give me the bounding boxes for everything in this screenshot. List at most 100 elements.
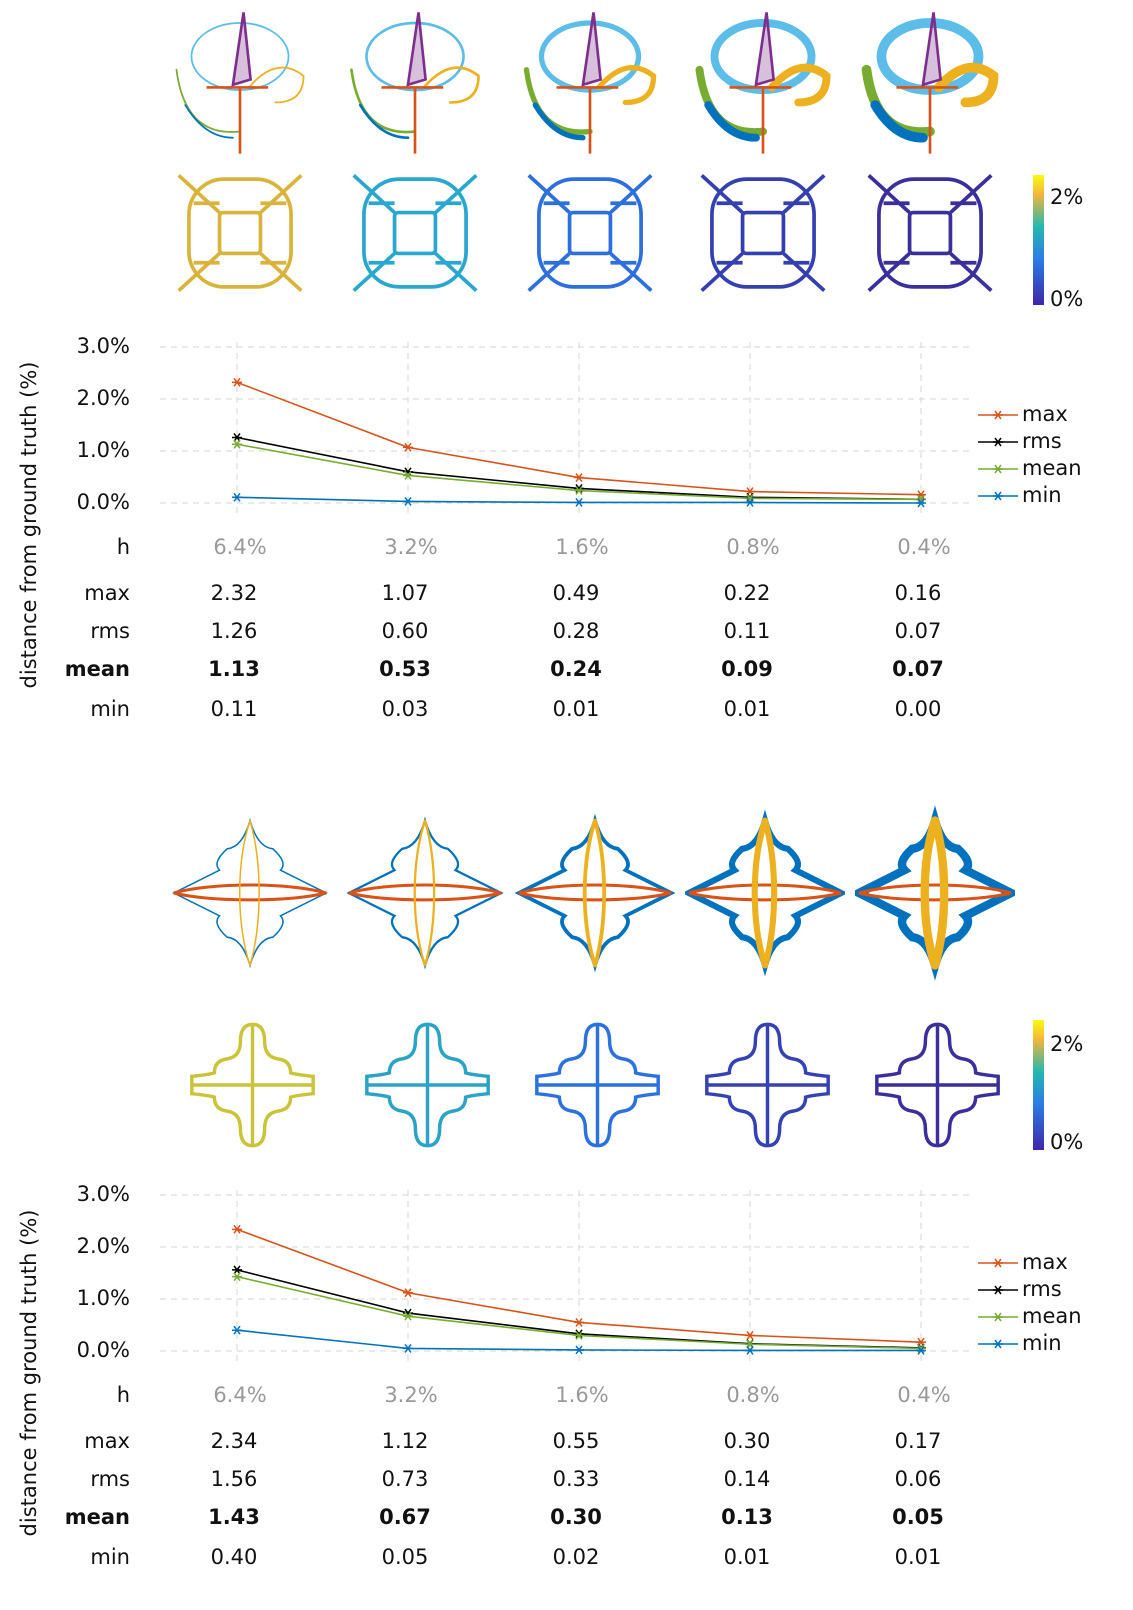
marker-stroke	[745, 498, 755, 507]
marker-stroke	[574, 473, 584, 482]
table-cell: 1.26	[211, 619, 258, 643]
y-tick-label: 1.0%	[77, 1286, 130, 1310]
star-render	[516, 818, 674, 968]
error-render	[365, 1022, 490, 1148]
table-cell: 0.55	[553, 1429, 600, 1453]
table-cell: 0.13	[721, 1505, 773, 1529]
point-marker	[403, 470, 413, 480]
table-cell: 1.07	[382, 581, 429, 605]
marker-stroke	[574, 486, 584, 495]
legend-marker	[993, 1339, 1003, 1349]
point-marker	[232, 377, 242, 387]
error-render	[705, 1022, 830, 1148]
table-cell: 0.28	[553, 619, 600, 643]
table-cell: 0.07	[895, 619, 942, 643]
marker-stroke	[574, 1330, 584, 1340]
marker-stroke	[993, 464, 1003, 474]
marker-stroke	[403, 496, 413, 506]
colorbar-label: 0%	[1050, 287, 1083, 311]
marker-stroke	[574, 498, 584, 507]
point-marker	[574, 473, 584, 482]
table-cell: 1.12	[382, 1429, 429, 1453]
point-marker	[403, 496, 413, 506]
point-marker	[574, 1345, 584, 1355]
table-cell: 2.32	[211, 581, 258, 605]
marker-stroke	[232, 377, 242, 387]
table-cell: 0.22	[724, 581, 771, 605]
point-marker	[745, 498, 755, 507]
table-cell: 2.34	[211, 1429, 258, 1453]
marker-stroke	[232, 1272, 242, 1282]
table-h-value: 1.6%	[555, 1383, 608, 1407]
marker-stroke	[574, 1329, 584, 1339]
marker-stroke	[993, 1312, 1003, 1322]
marker-stroke	[232, 492, 242, 502]
colorbar	[1033, 175, 1044, 305]
table-h-value: 0.4%	[897, 535, 950, 559]
legend-label: mean	[1022, 1304, 1082, 1328]
marker-stroke	[993, 437, 1003, 447]
point-marker	[232, 1265, 242, 1275]
table-cell: 0.09	[721, 657, 773, 681]
y-tick-label: 2.0%	[77, 1234, 130, 1258]
table-cell: 0.30	[550, 1505, 602, 1529]
table-cell: 0.30	[724, 1429, 771, 1453]
table-cell: 0.01	[724, 1545, 771, 1569]
point-marker	[232, 1272, 242, 1282]
point-marker	[232, 1325, 242, 1335]
point-marker	[403, 1343, 413, 1353]
marker-stroke	[232, 433, 242, 442]
table-cell: 0.73	[382, 1467, 429, 1491]
point-marker	[232, 439, 242, 449]
point-marker	[403, 1311, 413, 1321]
marker-stroke	[403, 442, 413, 452]
table-cell: 0.07	[892, 657, 944, 681]
legend-label: rms	[1022, 429, 1062, 453]
error-render	[535, 1022, 660, 1148]
error-render	[190, 1022, 315, 1148]
y-tick-label: 3.0%	[77, 334, 130, 358]
table-row-label: mean	[65, 1505, 130, 1529]
point-marker	[745, 1330, 755, 1340]
table-cell: 0.11	[724, 619, 771, 643]
table-row-label: min	[90, 697, 130, 721]
error-render	[351, 173, 479, 293]
table-row-label: h	[117, 1383, 130, 1407]
illustrations	[171, 11, 1044, 1150]
table-cell: 0.53	[379, 657, 431, 681]
error-render	[526, 173, 654, 293]
knot-render	[525, 11, 655, 155]
table-cell: 0.49	[553, 581, 600, 605]
marker-stroke	[574, 1317, 584, 1327]
table-cell: 0.00	[895, 697, 942, 721]
table-row-label: rms	[90, 1467, 130, 1491]
legend-marker	[993, 437, 1003, 447]
knot-render	[350, 11, 480, 155]
table-row-label: max	[84, 581, 130, 605]
table-cell: 0.11	[211, 697, 258, 721]
point-marker	[574, 486, 584, 495]
error-render	[875, 1022, 1000, 1148]
star-render	[856, 818, 1014, 968]
point-marker	[916, 498, 926, 508]
point-marker	[574, 1317, 584, 1327]
marker-stroke	[403, 1288, 413, 1298]
y-tick-label: 3.0%	[77, 1182, 130, 1206]
table-cell: 0.60	[382, 619, 429, 643]
table-cell: 0.01	[724, 697, 771, 721]
table-cell: 1.43	[208, 1505, 260, 1529]
error-render	[176, 173, 304, 293]
legend-label: min	[1022, 1331, 1062, 1355]
marker-stroke	[993, 1258, 1003, 1268]
marker-stroke	[745, 1330, 755, 1340]
marker-stroke	[232, 1325, 242, 1335]
table-h-value: 3.2%	[384, 1383, 437, 1407]
marker-stroke	[403, 470, 413, 480]
table-row-label: min	[90, 1545, 130, 1569]
error-render	[866, 173, 994, 293]
marker-stroke	[232, 439, 242, 449]
knot-render	[175, 11, 305, 155]
legend-label: min	[1022, 483, 1062, 507]
marker-stroke	[916, 498, 926, 508]
